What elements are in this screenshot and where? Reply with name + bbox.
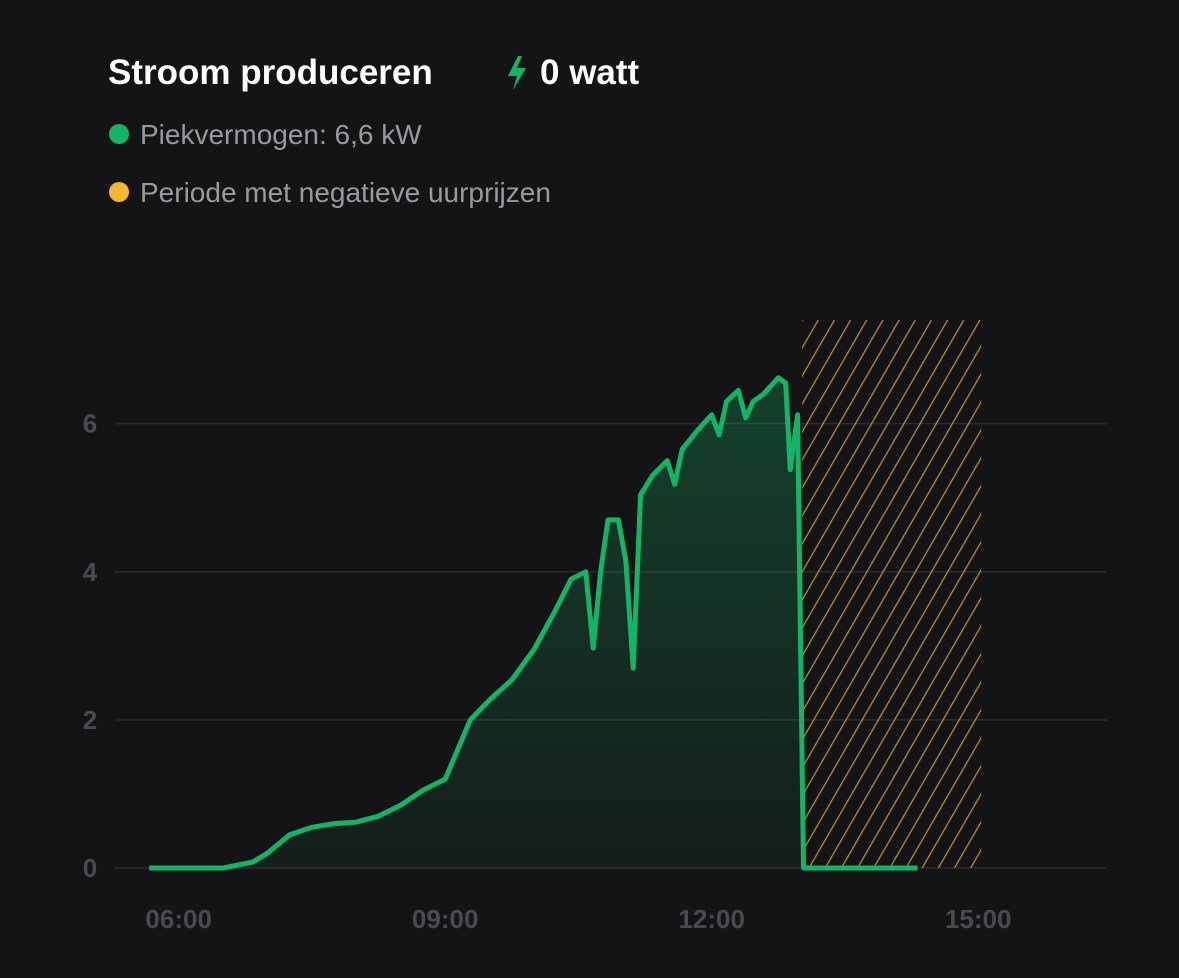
y-tick-label: 6 [83, 409, 97, 439]
x-tick-label: 15:00 [945, 904, 1012, 934]
negative-price-band [801, 320, 982, 868]
x-tick-label: 12:00 [678, 904, 745, 934]
legend-marker [109, 182, 129, 202]
x-tick-label: 06:00 [145, 904, 212, 934]
y-tick-label: 4 [83, 557, 98, 587]
chart-title: Stroom produceren [108, 53, 433, 92]
area-fill [149, 377, 918, 868]
legend-marker [109, 124, 129, 144]
line [149, 375, 918, 871]
legend-label: Piekvermogen: 6,6 kW [140, 119, 422, 150]
y-tick-label: 0 [83, 853, 97, 883]
current-value: 0 watt [540, 53, 640, 92]
bolt-icon [508, 56, 526, 90]
legend-label: Periode met negatieve uurprijzen [140, 177, 551, 208]
y-tick-label: 2 [83, 705, 97, 735]
x-tick-label: 09:00 [412, 904, 479, 934]
